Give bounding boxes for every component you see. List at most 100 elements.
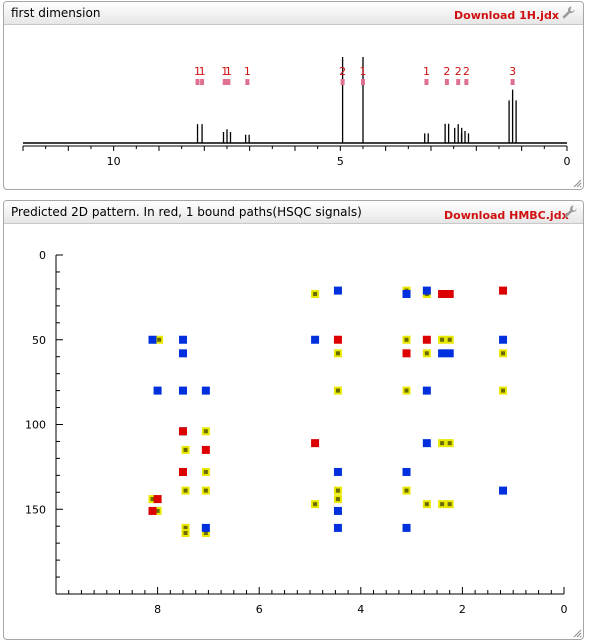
integral-label: 2 xyxy=(455,65,462,78)
hmbc-yellow-marker-core xyxy=(203,488,208,493)
integral-label: 2 xyxy=(443,65,450,78)
integral-label: 1 xyxy=(360,65,367,78)
hmbc-yellow-marker-core xyxy=(183,488,188,493)
integral-marker xyxy=(424,79,429,85)
hsqc-marker xyxy=(201,445,210,454)
hmbc-yellow-marker-core xyxy=(203,530,208,535)
hmbc-yellow-marker-core xyxy=(157,337,162,342)
hsqc-marker xyxy=(311,439,320,448)
hsqc-marker xyxy=(445,289,454,298)
panel-title: first dimension xyxy=(11,6,101,20)
integral-label: 1 xyxy=(423,65,430,78)
hmbc-blue-marker xyxy=(402,467,411,476)
hmbc-yellow-marker-core xyxy=(501,388,506,393)
hmbc-blue-marker xyxy=(333,286,342,295)
resize-grip-icon[interactable] xyxy=(572,628,582,638)
hsqc-marker xyxy=(179,467,187,476)
hsqc-marker xyxy=(148,506,157,515)
x-tick-label: 6 xyxy=(256,603,263,616)
hmbc-blue-marker xyxy=(333,523,342,532)
hsqc-marker xyxy=(422,335,431,344)
x-tick-label: 8 xyxy=(154,603,161,616)
hsqc-marker xyxy=(179,427,187,436)
hmbc-yellow-marker-core xyxy=(440,441,445,446)
download-hmbc-link[interactable]: Download HMBC.jdx xyxy=(444,209,569,222)
integral-marker xyxy=(245,79,250,85)
hmbc-yellow-marker-core xyxy=(335,488,340,493)
hmbc-blue-marker xyxy=(402,523,411,532)
x-tick-label: 4 xyxy=(357,603,364,616)
integral-label: 1 xyxy=(225,65,232,78)
y-tick-label: 0 xyxy=(39,249,46,262)
hmbc-blue-marker xyxy=(179,349,187,358)
hmbc-yellow-marker-core xyxy=(447,502,452,507)
hmbc-yellow-marker-core xyxy=(501,351,506,356)
hmbc-yellow-marker-core xyxy=(335,497,340,502)
hmbc-yellow-marker-core xyxy=(404,388,409,393)
integral-marker xyxy=(361,79,365,85)
hmbc-yellow-marker-core xyxy=(183,525,188,530)
hmbc-blue-marker xyxy=(333,467,342,476)
1h-spectrum-chart: 10 5 011 11 1 2 1 1 2 2 2 3 xyxy=(22,57,571,168)
integral-marker xyxy=(340,79,345,85)
hmbc-yellow-marker-core xyxy=(447,337,452,342)
integral-marker xyxy=(456,79,461,85)
x-tick-label: 0 xyxy=(561,603,568,616)
hmbc-yellow-marker-core xyxy=(313,502,318,507)
hmbc-blue-marker xyxy=(179,335,187,344)
hsqc-marker xyxy=(499,286,508,295)
panel-header: Predicted 2D pattern. In red, 1 bound pa… xyxy=(4,201,583,224)
hmbc-blue-marker xyxy=(311,335,320,344)
panel-header: first dimension Download 1H.jdx xyxy=(4,2,583,25)
hmbc-yellow-marker-core xyxy=(440,502,445,507)
hmbc-yellow-marker-core xyxy=(404,488,409,493)
hmbc-yellow-marker-core xyxy=(150,497,155,502)
integral-label: 1 xyxy=(199,65,206,78)
hmbc-yellow-marker-core xyxy=(335,388,340,393)
y-tick-label: 50 xyxy=(32,334,46,347)
hmbc-yellow-marker-core xyxy=(424,502,429,507)
hmbc-blue-marker xyxy=(333,506,342,515)
hmbc-blue-marker xyxy=(445,349,454,358)
resize-grip-icon[interactable] xyxy=(572,178,582,188)
hmbc-blue-marker xyxy=(422,286,431,295)
x-tick-label: 5 xyxy=(337,155,344,168)
integral-label: 2 xyxy=(463,65,470,78)
hmbc-yellow-marker-core xyxy=(203,469,208,474)
hmbc-yellow-marker-core xyxy=(447,441,452,446)
hmbc-yellow-marker-core xyxy=(335,351,340,356)
x-tick-label: 0 xyxy=(564,155,571,168)
x-tick-label: 2 xyxy=(459,603,466,616)
hsqc-marker xyxy=(153,495,162,504)
hmbc-blue-marker xyxy=(438,349,447,358)
panel-title: Predicted 2D pattern. In red, 1 bound pa… xyxy=(11,205,362,219)
wrench-icon[interactable] xyxy=(563,204,579,220)
integral-marker xyxy=(464,79,469,85)
hmbc-yellow-marker-core xyxy=(424,351,429,356)
hmbc-blue-marker xyxy=(499,335,508,344)
hmbc-blue-marker xyxy=(201,386,210,395)
hmbc-yellow-marker-core xyxy=(440,337,445,342)
hmbc-blue-marker xyxy=(179,386,187,395)
integral-marker xyxy=(200,79,205,85)
integral-marker xyxy=(226,79,231,85)
hsqc-marker xyxy=(333,335,342,344)
integral-label: 1 xyxy=(221,65,228,78)
hmbc-blue-marker xyxy=(499,486,508,495)
hsqc-marker xyxy=(438,289,447,298)
download-1h-link[interactable]: Download 1H.jdx xyxy=(454,9,559,22)
x-tick-label: 10 xyxy=(107,155,121,168)
hmbc-blue-marker xyxy=(148,335,157,344)
y-tick-label: 100 xyxy=(25,419,46,432)
integral-marker xyxy=(195,79,200,85)
integral-marker xyxy=(222,79,227,85)
hmbc-yellow-marker-core xyxy=(313,291,318,296)
hmbc-blue-marker xyxy=(422,439,431,448)
hsqc-marker xyxy=(402,349,411,358)
integral-label: 2 xyxy=(339,65,346,78)
integral-marker xyxy=(444,79,449,85)
integral-label: 1 xyxy=(194,65,201,78)
hmbc-2d-chart: 0 50 100 150 8 6 4 2 0 xyxy=(25,249,568,616)
wrench-icon[interactable] xyxy=(561,5,577,21)
hmbc-yellow-marker-core xyxy=(155,508,160,513)
